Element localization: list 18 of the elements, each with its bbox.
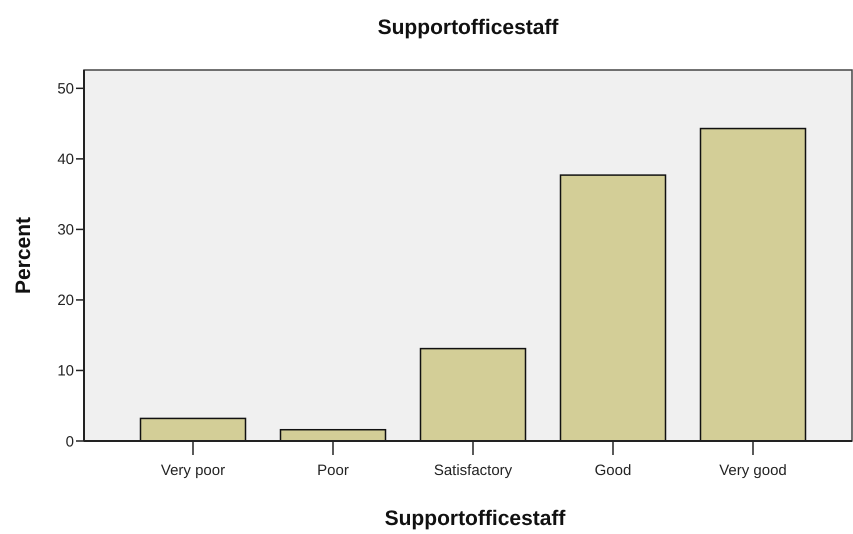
y-tick-label: 50 <box>57 80 74 98</box>
y-tick-label: 10 <box>57 362 74 380</box>
bar <box>420 348 526 442</box>
y-tick-label: 40 <box>57 151 74 168</box>
y-tick-label: 0 <box>66 433 74 450</box>
chart-title: Supportofficestaff <box>378 16 560 39</box>
bar <box>700 128 806 442</box>
y-tick-label: 30 <box>57 222 74 239</box>
y-axis-title: Percent <box>12 216 35 294</box>
x-tick-label: Very poor <box>160 462 226 479</box>
x-tick-label: Satisfactory <box>434 462 513 479</box>
x-tick-label: Poor <box>317 462 349 479</box>
bar <box>140 418 246 442</box>
x-axis-title: Supportofficestaff <box>384 507 566 530</box>
x-tick-label: Very good <box>719 462 787 479</box>
bar <box>560 174 666 442</box>
x-tick-label: Good <box>594 462 632 479</box>
y-tick-label: 20 <box>57 292 74 310</box>
